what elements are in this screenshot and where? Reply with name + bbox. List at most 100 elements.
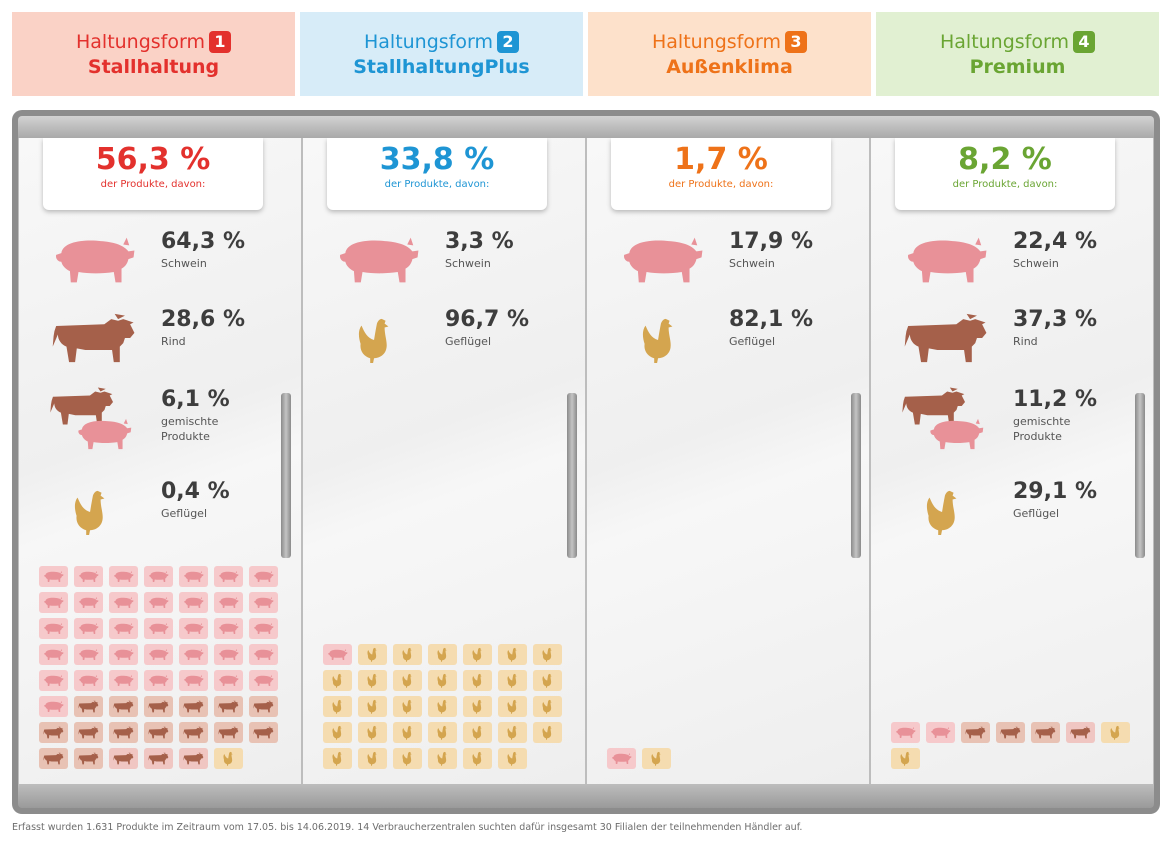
- cow-icon: [901, 306, 991, 378]
- product-tile-gefluegel: [358, 748, 387, 769]
- product-tile-rind: [74, 722, 103, 743]
- product-tile-rind: [39, 748, 68, 769]
- stat-label: gemischte Produkte: [161, 415, 219, 443]
- product-tile-rind: [74, 748, 103, 769]
- header-label: Haltungsform: [363, 31, 493, 53]
- pig-icon: [49, 228, 139, 300]
- product-tile-schwein: [144, 566, 173, 587]
- door-panel-3: 1,7 % der Produkte, davon: 17,9 % Schwein 82…: [586, 138, 870, 784]
- stat-value: 0,4 %: [161, 479, 230, 504]
- panel-subtitle: der Produkte, davon:: [384, 179, 490, 190]
- product-tile-schwein: [249, 566, 278, 587]
- product-tile-gefluegel: [358, 644, 387, 665]
- stat-row-gefluegel: 0,4 % Geflügel: [49, 478, 249, 550]
- header-number-badge: 1: [209, 31, 231, 53]
- panel-percent: 8,2 %: [958, 142, 1052, 177]
- stat-label: Schwein: [729, 257, 775, 270]
- product-tile-gemischt: [109, 748, 138, 769]
- product-tile-schwein: [249, 592, 278, 613]
- product-tile-gefluegel: [533, 696, 562, 717]
- product-tile-rind: [249, 722, 278, 743]
- stat-label: Geflügel: [1013, 507, 1059, 520]
- door-handle: [1135, 393, 1145, 558]
- product-tile-gemischt: [144, 748, 173, 769]
- product-tile-gefluegel: [463, 748, 492, 769]
- product-tile-rind: [996, 722, 1025, 743]
- product-tile-schwein: [323, 644, 352, 665]
- product-tile-gefluegel: [428, 670, 457, 691]
- product-tile-schwein: [144, 592, 173, 613]
- panel-subtitle: der Produkte, davon:: [100, 179, 206, 190]
- stat-row-rind: 37,3 % Rind: [901, 306, 1101, 378]
- product-tile-schwein: [179, 592, 208, 613]
- haltungsform-headers: Haltungsform 1 Stallhaltung Haltungsform 2…: [12, 12, 1160, 96]
- product-tile-rind: [249, 696, 278, 717]
- product-tile-gefluegel: [358, 696, 387, 717]
- product-tile-rind: [214, 722, 243, 743]
- pig-icon: [617, 228, 707, 300]
- product-tile-gemischt: [1066, 722, 1095, 743]
- product-tile-schwein: [607, 748, 636, 769]
- stat-value: 64,3 %: [161, 229, 245, 254]
- footnote: Erfasst wurden 1.631 Produkte im Zeitrau…: [12, 822, 803, 833]
- product-tile-rind: [961, 722, 990, 743]
- product-tile-schwein: [39, 566, 68, 587]
- door-handle: [281, 393, 291, 558]
- fridge-top-rail: [18, 116, 1154, 138]
- product-tile-gefluegel: [323, 670, 352, 691]
- product-tile-schwein: [109, 566, 138, 587]
- product-tile-rind: [144, 722, 173, 743]
- product-tile-gefluegel: [463, 722, 492, 743]
- pig-icon: [333, 228, 423, 300]
- stat-label: gemischte Produkte: [1013, 415, 1071, 443]
- product-tile-gefluegel: [393, 644, 422, 665]
- stat-label: Rind: [161, 335, 186, 348]
- stat-label: Schwein: [161, 257, 207, 270]
- product-tile-schwein: [39, 644, 68, 665]
- door-panel-2: 33,8 % der Produkte, davon: 3,3 % Schwein 96…: [302, 138, 586, 784]
- fridge-case: 56,3 % der Produkte, davon: 64,3 % Schwein 2…: [12, 110, 1160, 814]
- percent-sign: 1,7 % der Produkte, davon:: [611, 138, 831, 210]
- cow-pig-icon: [49, 386, 139, 458]
- stat-value: 3,3 %: [445, 229, 514, 254]
- stat-value: 22,4 %: [1013, 229, 1097, 254]
- product-tile-rind: [179, 696, 208, 717]
- stat-row-schwein: 22,4 % Schwein: [901, 228, 1101, 300]
- stat-row-gemischt: 11,2 % gemischte Produkte: [901, 386, 1101, 458]
- product-tile-gefluegel: [498, 696, 527, 717]
- panel-subtitle: der Produkte, davon:: [668, 179, 774, 190]
- stat-label: Schwein: [1013, 257, 1059, 270]
- product-tile-gefluegel: [358, 722, 387, 743]
- door-panel-4: 8,2 % der Produkte, davon: 22,4 % Schwein 37…: [870, 138, 1154, 784]
- product-tile-rind: [144, 696, 173, 717]
- door-handle: [851, 393, 861, 558]
- product-tile-gefluegel: [428, 722, 457, 743]
- product-tile-gemischt: [179, 748, 208, 769]
- header-aussenklima: Haltungsform 3 Außenklima: [588, 12, 871, 96]
- product-tile-schwein: [74, 592, 103, 613]
- product-tile-schwein: [74, 644, 103, 665]
- product-tile-schwein: [109, 618, 138, 639]
- percent-sign: 56,3 % der Produkte, davon:: [43, 138, 263, 210]
- header-name: StallhaltungPlus: [353, 56, 530, 78]
- product-tile-gefluegel: [393, 696, 422, 717]
- stat-value: 37,3 %: [1013, 307, 1097, 332]
- percent-sign: 33,8 % der Produkte, davon:: [327, 138, 547, 210]
- stat-row-schwein: 17,9 % Schwein: [617, 228, 817, 300]
- product-tile-schwein: [144, 670, 173, 691]
- product-tile-schwein: [74, 618, 103, 639]
- product-tile-rind: [179, 722, 208, 743]
- header-number-badge: 2: [497, 31, 519, 53]
- product-tile-gefluegel: [891, 748, 920, 769]
- product-tile-gefluegel: [323, 722, 352, 743]
- product-tile-schwein: [214, 618, 243, 639]
- product-tile-gefluegel: [498, 722, 527, 743]
- product-tile-rind: [214, 696, 243, 717]
- pig-icon: [901, 228, 991, 300]
- product-tile-gefluegel: [498, 644, 527, 665]
- product-tile-schwein: [214, 566, 243, 587]
- product-tile-schwein: [214, 670, 243, 691]
- product-tile-gefluegel: [358, 670, 387, 691]
- product-tile-schwein: [926, 722, 955, 743]
- stat-value: 82,1 %: [729, 307, 813, 332]
